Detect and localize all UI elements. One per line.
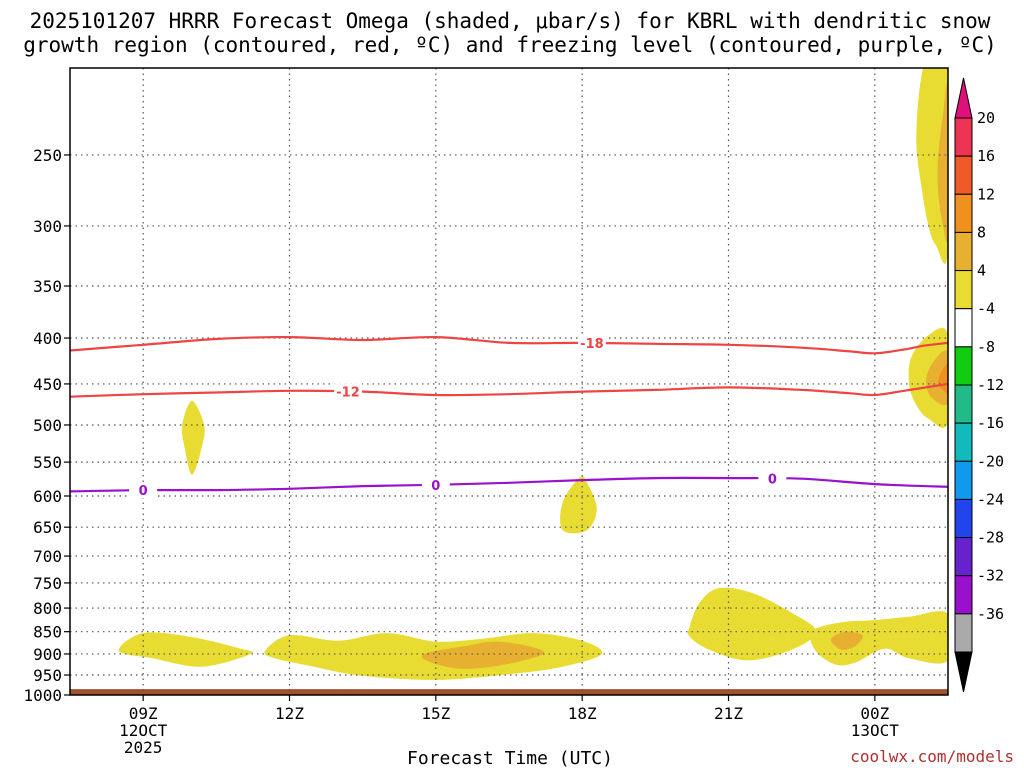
colorbar-swatch-1: [954, 155, 973, 195]
colorbar-label-8: -16: [977, 414, 1004, 432]
y-tick-label-1000: 1000: [23, 686, 62, 705]
colorbar-swatch-9: [954, 460, 973, 500]
colorbar-swatch-6: [954, 346, 973, 386]
colorbar-top-arrow: [954, 77, 973, 119]
y-tick-label-950: 950: [33, 666, 62, 685]
colorbar-label-6: -8: [977, 338, 995, 356]
colorbar: 20 16 12 8 4 -4 -8 -12 -16 -20 -24 -28 -32 -36: [954, 77, 1004, 693]
plot-area: -18 -12 0 0 0 250 300 350 400 450 500 550 600 650 700 7…: [23, 67, 949, 757]
colorbar-label-11: -28: [977, 529, 1004, 547]
dgz-minus12-label-0: -12: [336, 385, 360, 400]
freezing-level-0-line: [70, 476, 948, 493]
colorbar-swatch-12: [954, 575, 973, 615]
colorbar-swatch-7: [954, 384, 973, 424]
colorbar-label-2: 12: [977, 185, 995, 203]
dgz-minus18-label-0: -18: [580, 337, 604, 352]
colorbar-swatch-0: [954, 117, 973, 157]
colorbar-swatch-8: [954, 422, 973, 462]
freezing-level-0-label-0: 0: [139, 484, 148, 499]
colorbar-label-3: 8: [977, 223, 986, 241]
omega-top-right-core: [937, 81, 948, 243]
colorbar-swatch-10: [954, 498, 973, 539]
omega-low-right-core: [830, 631, 863, 650]
colorbar-swatch-5: [954, 308, 973, 348]
colorbar-label-12: -32: [977, 567, 1004, 585]
omega-low-left: [118, 632, 254, 667]
x-tick-label-18-1: 13OCT: [851, 721, 900, 740]
credit-text: coolwx.com/models: [850, 747, 1014, 766]
omega-low-right-a: [687, 587, 817, 661]
colorbar-label-1: 16: [977, 147, 995, 165]
colorbar-label-7: -12: [977, 376, 1004, 394]
y-tick-label-700: 700: [33, 547, 62, 566]
x-tick-label-3-2: 2025: [124, 738, 163, 757]
colorbar-label-10: -24: [977, 490, 1004, 508]
freezing-level-0-label-2: 0: [768, 472, 777, 487]
x-tick-label-3-0: 09Z: [129, 704, 158, 723]
y-tick-label-800: 800: [33, 599, 62, 618]
colorbar-bottom-arrow: [954, 651, 973, 693]
x-tick-label-18-0: 00Z: [860, 704, 889, 723]
plot-background: [70, 68, 948, 695]
freezing-level-0-label-1: 0: [431, 479, 440, 494]
omega-spike-10z: [181, 400, 205, 475]
ground-fill: [70, 689, 948, 695]
y-tick-label-900: 900: [33, 645, 62, 664]
dgz-minus12-label-bg-0: [334, 383, 363, 400]
omega-mid-right-core: [926, 350, 948, 406]
omega-blob-18z: [560, 476, 597, 534]
omega-low-right-b: [809, 611, 948, 666]
y-tick-label-850: 850: [33, 623, 62, 642]
chart-title-line-1: 2025101207 HRRR Forecast Omega (shaded, …: [30, 9, 991, 33]
x-tick-label-9-0: 15Z: [421, 704, 450, 723]
freezing-level-0-label-bg-2: [758, 470, 787, 487]
plot-content: -18 -12 0 0 0: [70, 68, 948, 695]
colorbar-swatch-3: [954, 231, 973, 272]
x-tick-label-6-0: 12Z: [275, 704, 304, 723]
dgz-minus12-line: [70, 382, 948, 398]
x-tick-label-12-0: 18Z: [568, 704, 597, 723]
colorbar-swatch-2: [954, 193, 973, 233]
colorbar-label-13: -36: [977, 605, 1004, 623]
y-tick-label-300: 300: [33, 217, 62, 236]
x-tick-label-15-0: 21Z: [714, 704, 743, 723]
y-tick-label-350: 350: [33, 277, 62, 296]
colorbar-swatch-4: [954, 270, 973, 310]
y-tick-label-600: 600: [33, 487, 62, 506]
colorbar-label-4: 4: [977, 262, 986, 280]
colorbar-label-9: -20: [977, 452, 1004, 470]
plot-frame: [69, 67, 949, 696]
colorbar-swatch-13: [954, 613, 973, 653]
y-tick-label-450: 450: [33, 375, 62, 394]
colorbar-label-5: -4: [977, 300, 995, 318]
x-axis-label: Forecast Time (UTC): [407, 748, 613, 768]
chart-title-line-2: growth region (contoured, red, ºC) and f…: [23, 33, 997, 57]
x-tick-label-3-1: 12OCT: [119, 721, 168, 740]
dgz-minus18-label-bg-0: [577, 335, 606, 352]
freezing-level-0-label-bg-1: [421, 476, 450, 493]
colorbar-swatch-11: [954, 537, 973, 577]
y-tick-label-650: 650: [33, 518, 62, 537]
y-tick-label-550: 550: [33, 453, 62, 472]
omega-top-right: [916, 68, 948, 264]
colorbar-label-0: 20: [977, 109, 995, 127]
omega-low-mid-core: [421, 641, 545, 669]
y-tick-label-750: 750: [33, 574, 62, 593]
freezing-level-0-label-bg-0: [129, 482, 158, 499]
y-tick-label-500: 500: [33, 416, 62, 435]
omega-mid-right-peak: [938, 363, 948, 395]
y-tick-label-250: 250: [33, 146, 62, 165]
y-tick-label-400: 400: [33, 329, 62, 348]
